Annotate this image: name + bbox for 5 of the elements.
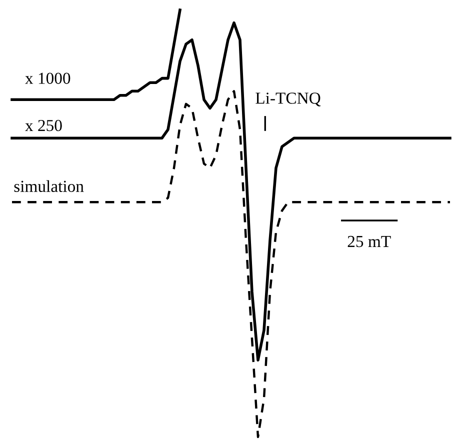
- annotation: 25 mT: [348, 236, 391, 248]
- series-label: x 1000: [25, 72, 70, 84]
- series-label: simulation: [14, 180, 84, 192]
- annotation: Li-TCNQ: [256, 92, 321, 106]
- series-label: x 250: [25, 120, 62, 132]
